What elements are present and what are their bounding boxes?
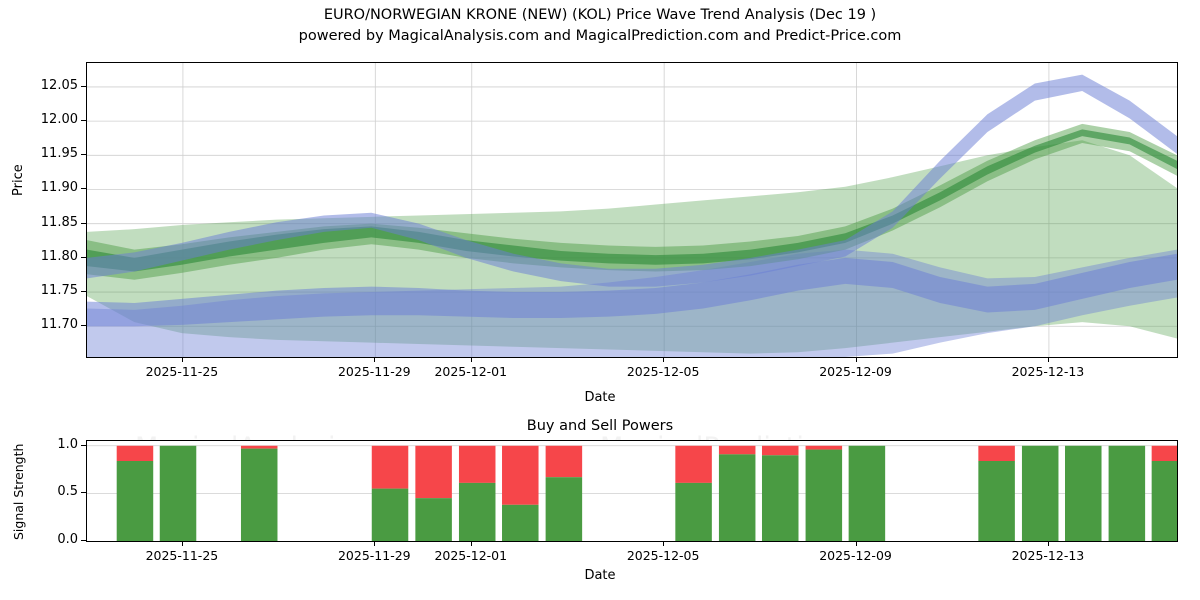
price-x-tick-mark	[855, 358, 857, 362]
title-block: EURO/NORWEGIAN KRONE (NEW) (KOL) Price W…	[0, 5, 1200, 47]
price-y-tick-mark	[81, 154, 86, 156]
price-x-tick-label: 2025-12-01	[434, 364, 508, 379]
price-x-tick-mark	[470, 358, 472, 362]
signal-x-tick-mark	[855, 542, 857, 546]
sell-power-bar	[761, 445, 799, 456]
signal-y-tick-label: 1.0	[57, 436, 78, 452]
sell-power-bar	[240, 445, 278, 449]
buy-power-bar	[761, 455, 799, 541]
price-y-tick-mark	[81, 325, 86, 327]
signal-y-tick-mark	[81, 444, 86, 446]
buy-power-bar	[675, 482, 712, 541]
price-y-tick-label: 11.90	[40, 180, 78, 196]
signal-x-tick-mark	[663, 542, 665, 546]
sell-power-bar	[1151, 445, 1177, 461]
price-y-tick-mark	[81, 256, 86, 258]
price-y-tick-label: 11.80	[40, 248, 78, 264]
sell-power-bar	[545, 445, 583, 478]
page-subtitle: powered by MagicalAnalysis.com and Magic…	[298, 28, 902, 44]
price-y-tick-label: 11.75	[40, 283, 78, 299]
price-y-tick-mark	[81, 188, 86, 190]
signal-x-tick-mark	[1047, 542, 1049, 546]
sell-power-bar	[978, 445, 1015, 461]
signal-x-tick-label: 2025-11-25	[145, 548, 219, 563]
signal-x-tick-label: 2025-12-09	[819, 548, 892, 563]
price-y-tick-mark	[81, 222, 86, 224]
price-y-tick-label: 11.85	[40, 214, 78, 230]
signal-x-tick-label: 2025-12-05	[626, 548, 700, 563]
sell-power-bar	[415, 445, 452, 499]
signal-x-tick-label: 2025-12-01	[434, 548, 508, 563]
buy-power-bar	[159, 445, 197, 541]
buy-power-bar	[1151, 461, 1177, 541]
price-y-tick-mark	[81, 291, 86, 293]
buy-power-bar	[415, 498, 452, 541]
sell-power-bar	[718, 445, 756, 455]
buy-power-bar	[978, 461, 1015, 541]
sell-power-bar	[116, 445, 154, 461]
signal-y-tick-mark	[81, 540, 86, 541]
price-x-tick-label: 2025-11-29	[337, 364, 411, 379]
price-x-tick-label: 2025-12-05	[626, 364, 700, 379]
wave-band-green-inner-band	[87, 129, 1177, 272]
sell-power-bar	[458, 445, 496, 483]
sell-power-bar	[675, 445, 712, 483]
price-x-tick-label: 2025-12-09	[819, 364, 892, 379]
signal-axis-y-label: Signal Strength	[11, 443, 26, 540]
buy-power-bar	[1065, 445, 1102, 541]
signal-y-tick-label: 0.5	[57, 484, 78, 500]
signal-x-tick-label: 2025-12-17	[1185, 548, 1200, 563]
signal-chart-plot-area	[86, 440, 1178, 542]
sell-power-bar	[805, 445, 843, 450]
price-axis-x-label: Date	[584, 390, 616, 405]
buy-power-bar	[805, 449, 843, 541]
price-x-tick-mark	[663, 358, 665, 362]
buy-power-bar	[848, 445, 886, 541]
wave-band-blue-lower-wave	[87, 253, 1177, 327]
buy-sell-bars-svg	[87, 445, 1177, 541]
price-x-tick-mark	[181, 358, 183, 362]
buy-power-bar	[116, 461, 154, 541]
price-chart-plot-area	[86, 62, 1178, 358]
buy-power-bar	[1021, 445, 1059, 541]
wave-band-green-mid-band	[87, 123, 1177, 280]
price-y-tick-label: 12.05	[40, 77, 78, 93]
signal-x-tick-mark	[181, 542, 183, 546]
price-x-tick-label: 2025-12-17	[1185, 364, 1200, 379]
signal-x-tick-label: 2025-11-29	[337, 548, 411, 563]
price-wave-svg	[87, 63, 1177, 357]
signal-x-tick-mark	[470, 542, 472, 546]
price-x-tick-label: 2025-12-13	[1011, 364, 1085, 379]
page-title: EURO/NORWEGIAN KRONE (NEW) (KOL) Price W…	[323, 7, 877, 23]
buy-power-bar	[371, 488, 409, 541]
signal-y-tick-label: 0.0	[57, 532, 78, 547]
price-y-tick-label: 12.00	[40, 112, 78, 128]
price-x-tick-label: 2025-11-25	[145, 364, 219, 379]
buy-power-bar	[545, 477, 583, 541]
buy-power-bar	[240, 448, 278, 541]
signal-y-tick-mark	[81, 492, 86, 494]
buy-power-bar	[502, 504, 539, 541]
price-y-tick-label: 11.95	[40, 146, 78, 162]
price-y-tick-label: 11.70	[40, 317, 78, 333]
sell-power-bar	[502, 445, 539, 505]
signal-axis-x-label: Date	[584, 568, 616, 583]
price-x-tick-mark	[374, 358, 376, 362]
sell-power-bar	[371, 445, 409, 489]
signal-chart-title: Buy and Sell Powers	[526, 418, 674, 434]
buy-power-bar	[458, 482, 496, 541]
price-y-tick-mark	[81, 85, 86, 87]
signal-x-tick-mark	[374, 542, 376, 546]
price-y-tick-mark	[81, 120, 86, 122]
price-x-tick-mark	[1047, 358, 1049, 362]
buy-power-bar	[718, 454, 756, 541]
buy-power-bar	[1108, 445, 1146, 541]
signal-x-tick-label: 2025-12-13	[1011, 548, 1085, 563]
